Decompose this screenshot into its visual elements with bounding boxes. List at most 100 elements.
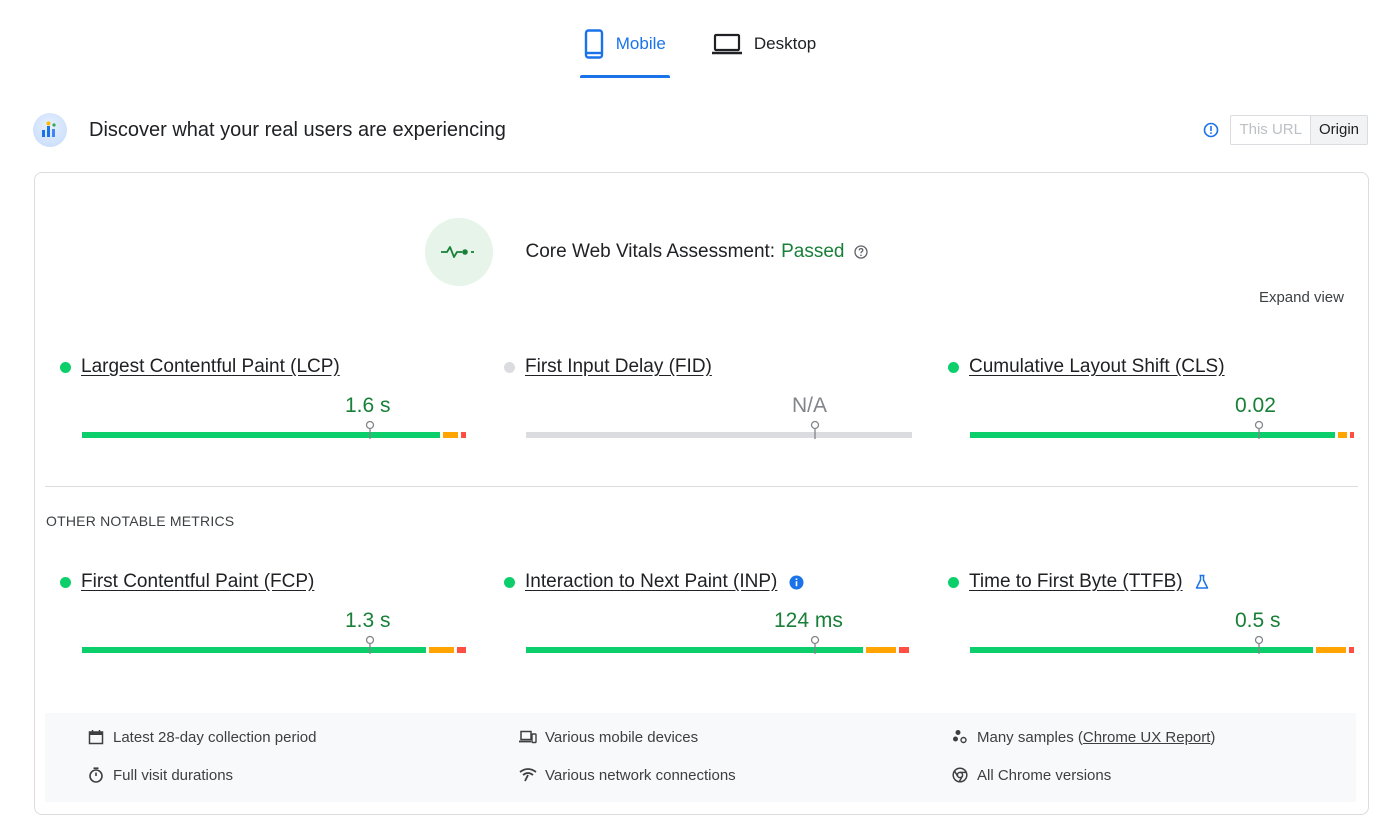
metric-lcp: Largest Contentful Paint (LCP) 1.6 s bbox=[60, 356, 466, 439]
versions-item: All Chrome versions bbox=[951, 766, 1111, 784]
metric-inp-distribution bbox=[526, 635, 912, 654]
bar-poor bbox=[899, 647, 909, 653]
durations-text: Full visit durations bbox=[113, 766, 234, 784]
samples-item: Many samples (Chrome UX Report) bbox=[951, 728, 1215, 746]
network-text: Various network connections bbox=[545, 766, 736, 784]
p75-marker bbox=[365, 420, 375, 439]
bar-na bbox=[526, 432, 912, 438]
bar-poor bbox=[461, 432, 466, 438]
scope-toggle: This URL Origin bbox=[1230, 115, 1368, 145]
tab-desktop-label: Desktop bbox=[753, 34, 817, 53]
metric-lcp-label[interactable]: Largest Contentful Paint (LCP) bbox=[81, 356, 340, 377]
status-dot bbox=[60, 576, 71, 588]
metric-fid-value: N/A bbox=[792, 394, 828, 417]
collection-period-item: Latest 28-day collection period bbox=[87, 728, 316, 746]
metric-fcp: First Contentful Paint (FCP) 1.3 s bbox=[60, 571, 466, 654]
smartphone-icon bbox=[584, 29, 604, 59]
metric-inp: Interaction to Next Paint (INP) 124 ms bbox=[504, 571, 909, 654]
samples-suffix: ) bbox=[1210, 728, 1216, 746]
metric-cls-distribution bbox=[970, 420, 1356, 439]
flask-icon bbox=[1195, 574, 1209, 590]
p75-marker bbox=[1254, 420, 1264, 439]
metric-cls-label[interactable]: Cumulative Layout Shift (CLS) bbox=[969, 356, 1225, 377]
data-info-footer: Latest 28-day collection period Various … bbox=[45, 713, 1356, 802]
field-data-header: Discover what your real users are experi… bbox=[33, 111, 1368, 149]
metric-lcp-distribution bbox=[82, 420, 468, 439]
status-dot bbox=[948, 361, 959, 373]
durations-item: Full visit durations bbox=[87, 766, 233, 784]
assessment-text: Core Web Vitals Assessment: Passed bbox=[526, 241, 845, 263]
status-dot bbox=[504, 576, 515, 588]
metric-fid: First Input Delay (FID) N/A bbox=[504, 356, 912, 439]
status-dot bbox=[60, 361, 71, 373]
bar-poor bbox=[1349, 647, 1354, 653]
stopwatch-icon bbox=[87, 766, 105, 784]
bar-good bbox=[970, 432, 1335, 438]
bar-poor bbox=[1350, 432, 1354, 438]
other-metrics-title: OTHER NOTABLE METRICS bbox=[46, 513, 235, 529]
metric-fcp-value: 1.3 s bbox=[345, 609, 391, 632]
metric-ttfb-label[interactable]: Time to First Byte (TTFB) bbox=[969, 571, 1183, 592]
metric-fid-label[interactable]: First Input Delay (FID) bbox=[525, 356, 712, 377]
metric-fcp-distribution bbox=[82, 635, 468, 654]
url-origin-switch: This URL Origin bbox=[1202, 115, 1368, 145]
devices-text: Various mobile devices bbox=[545, 728, 699, 746]
p75-marker bbox=[1254, 635, 1264, 654]
bar-needs-improvement bbox=[443, 432, 458, 438]
bar-good bbox=[526, 647, 863, 653]
bar-needs-improvement bbox=[429, 647, 454, 653]
expand-view-link[interactable]: Expand view bbox=[1258, 289, 1344, 306]
p75-marker bbox=[365, 635, 375, 654]
devices-item: Various mobile devices bbox=[519, 728, 698, 746]
samples-text: Many samples (Chrome UX Report) bbox=[977, 729, 1215, 746]
network-item: Various network connections bbox=[519, 766, 736, 784]
calendar-icon bbox=[87, 728, 105, 746]
tab-mobile[interactable]: Mobile bbox=[579, 22, 670, 78]
info-filled-icon[interactable] bbox=[789, 575, 804, 590]
bar-needs-improvement bbox=[1316, 647, 1346, 653]
status-dot bbox=[948, 576, 959, 588]
samples-icon bbox=[951, 728, 969, 746]
origin-option[interactable]: Origin bbox=[1309, 116, 1367, 144]
metric-ttfb-value: 0.5 s bbox=[1235, 609, 1281, 632]
info-icon[interactable] bbox=[1202, 121, 1220, 139]
network-icon bbox=[519, 766, 537, 784]
field-data-card: Core Web Vitals Assessment: Passed Expand… bbox=[34, 172, 1369, 815]
status-dot bbox=[504, 361, 515, 373]
help-icon[interactable] bbox=[854, 245, 869, 259]
metric-fcp-label[interactable]: First Contentful Paint (FCP) bbox=[81, 571, 315, 592]
metric-fid-distribution bbox=[526, 420, 912, 439]
chrome-icon bbox=[951, 766, 969, 784]
metric-inp-value: 124 ms bbox=[774, 609, 843, 632]
p75-marker bbox=[810, 635, 820, 654]
section-divider bbox=[45, 486, 1358, 487]
bar-good bbox=[970, 647, 1313, 653]
chrome-ux-report-link[interactable]: Chrome UX Report bbox=[1082, 728, 1211, 746]
assessment-label: Core Web Vitals Assessment: bbox=[525, 241, 776, 262]
assessment-status: Passed bbox=[781, 241, 845, 262]
samples-prefix: Many samples ( bbox=[977, 728, 1083, 746]
collection-period-text: Latest 28-day collection period bbox=[113, 728, 317, 746]
metric-ttfb-distribution bbox=[970, 635, 1356, 654]
device-tabs: Mobile Desktop bbox=[0, 22, 1400, 78]
bar-good bbox=[82, 647, 426, 653]
cwv-assessment: Core Web Vitals Assessment: Passed bbox=[35, 218, 1368, 286]
p75-marker bbox=[810, 420, 820, 439]
metric-inp-label[interactable]: Interaction to Next Paint (INP) bbox=[525, 571, 778, 592]
bar-poor bbox=[457, 647, 466, 653]
versions-text: All Chrome versions bbox=[977, 766, 1112, 784]
bar-needs-improvement bbox=[1338, 432, 1347, 438]
metric-lcp-value: 1.6 s bbox=[345, 394, 391, 417]
crux-logo-icon bbox=[33, 113, 67, 147]
tab-mobile-label: Mobile bbox=[615, 34, 666, 53]
metric-cls: Cumulative Layout Shift (CLS) 0.02 bbox=[948, 356, 1354, 439]
bar-good bbox=[82, 432, 440, 438]
vitals-pulse-icon bbox=[424, 218, 493, 286]
devices-icon bbox=[519, 728, 537, 746]
tab-desktop[interactable]: Desktop bbox=[708, 22, 820, 66]
field-data-title: Discover what your real users are experi… bbox=[89, 118, 506, 141]
metric-cls-value: 0.02 bbox=[1235, 394, 1276, 417]
metric-ttfb: Time to First Byte (TTFB) 0.5 s bbox=[948, 571, 1354, 654]
this-url-option[interactable]: This URL bbox=[1231, 116, 1310, 144]
laptop-icon bbox=[711, 33, 742, 55]
